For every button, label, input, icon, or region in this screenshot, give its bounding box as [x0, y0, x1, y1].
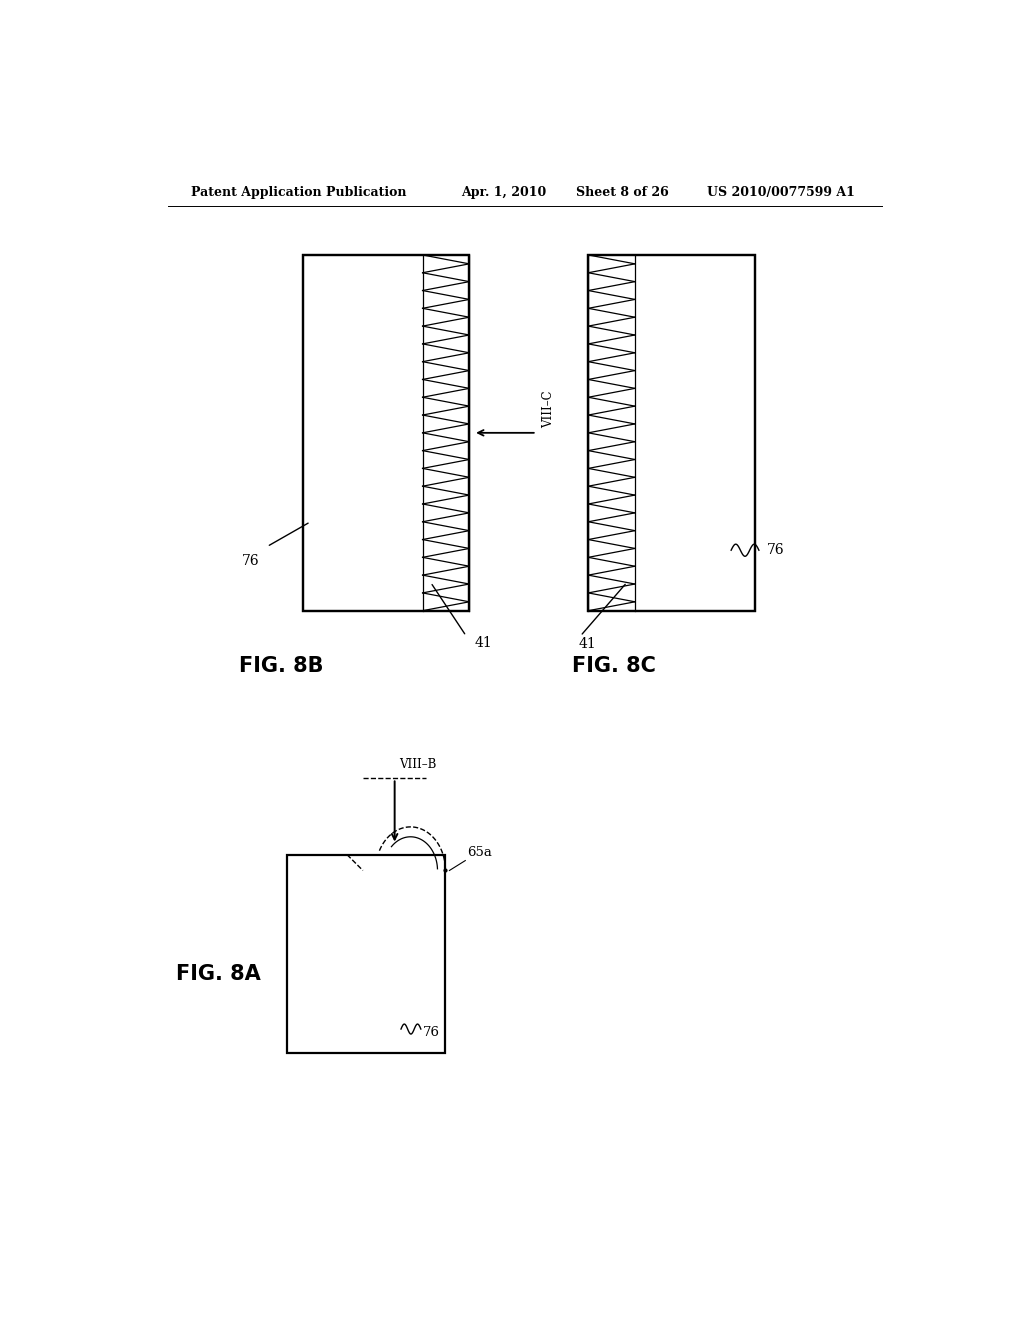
Bar	[303, 255, 469, 611]
Text: FIG. 8B: FIG. 8B	[240, 656, 324, 676]
Text: 76: 76	[423, 1026, 440, 1039]
Text: 76: 76	[243, 554, 260, 568]
Text: Patent Application Publication: Patent Application Publication	[191, 186, 407, 199]
Bar	[588, 255, 755, 611]
Text: Sheet 8 of 26: Sheet 8 of 26	[577, 186, 669, 199]
Text: US 2010/0077599 A1: US 2010/0077599 A1	[708, 186, 855, 199]
Text: FIG. 8C: FIG. 8C	[572, 656, 656, 676]
Text: 41: 41	[579, 638, 597, 651]
Bar	[303, 255, 469, 611]
Text: FIG. 8A: FIG. 8A	[176, 964, 260, 983]
Bar	[287, 854, 445, 1053]
Text: Apr. 1, 2010: Apr. 1, 2010	[461, 186, 547, 199]
Text: VIII–B: VIII–B	[398, 758, 436, 771]
Text: VIII–C: VIII–C	[543, 391, 555, 428]
Text: 65a: 65a	[467, 846, 492, 858]
Text: 76: 76	[767, 544, 784, 557]
Bar	[588, 255, 755, 611]
Text: 41: 41	[474, 636, 492, 651]
